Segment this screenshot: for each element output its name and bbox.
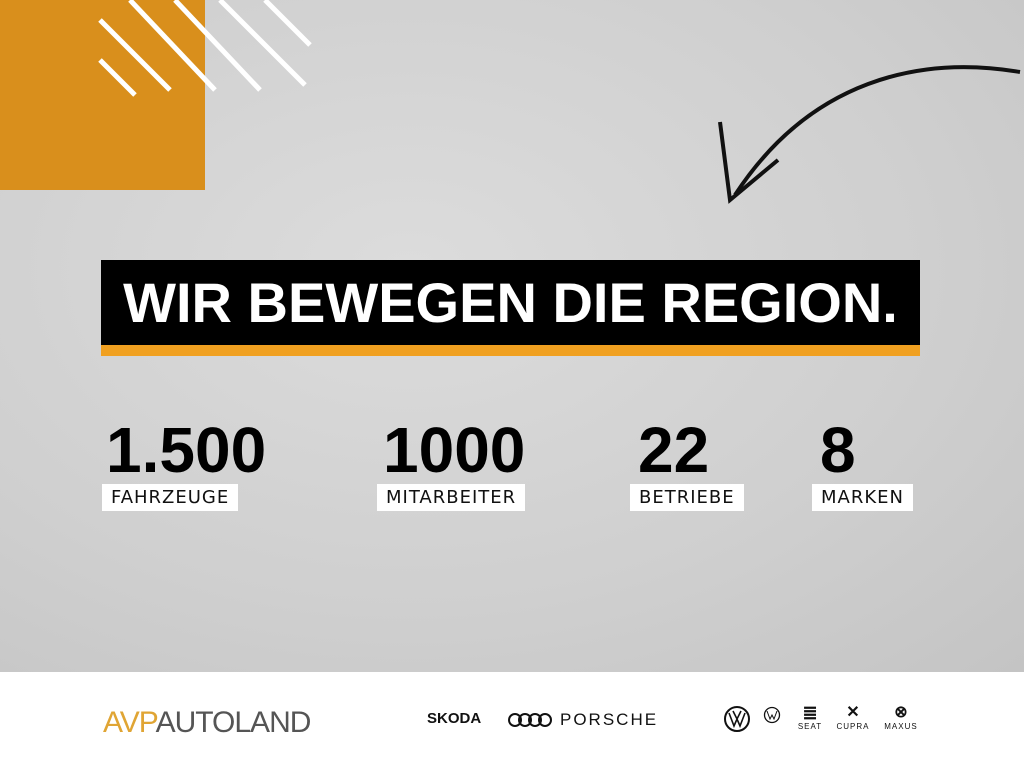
stat-branches: 22 BETRIEBE — [630, 414, 744, 511]
stat-label: BETRIEBE — [630, 484, 744, 511]
logo-part1: AVP — [103, 706, 157, 739]
maxus-logo: ⊗ MAXUS — [879, 704, 923, 731]
seat-logo: ≣ SEAT — [793, 704, 827, 731]
vw-commercial-logo-icon — [763, 706, 781, 724]
stat-value: 1.500 — [106, 414, 267, 486]
skoda-logo: SKODA — [427, 710, 482, 727]
cupra-logo: ✕ CUPRA — [833, 704, 873, 731]
headline-banner: WIR BEWEGEN DIE REGION. — [101, 260, 920, 345]
headline-underline — [101, 345, 920, 356]
cupra-icon: ✕ — [846, 704, 860, 721]
stat-label: FAHRZEUGE — [102, 484, 239, 511]
stat-value: 1000 — [383, 414, 526, 486]
stat-value: 22 — [638, 414, 710, 486]
cupra-label: CUPRA — [836, 722, 870, 731]
stat-label: MARKEN — [812, 484, 913, 511]
stat-value: 8 — [820, 414, 856, 486]
avp-autoland-logo: AVPAUTOLAND — [103, 706, 312, 740]
porsche-logo: PORSCHE — [560, 710, 659, 729]
curved-arrow-icon — [718, 65, 1021, 204]
stat-brands: 8 MARKEN — [812, 414, 913, 511]
stat-employees: 1000 MITARBEITER — [377, 414, 526, 511]
footer — [0, 672, 1024, 768]
audi-logo-icon — [508, 713, 552, 727]
logo-part2: AUTOLAND — [155, 706, 312, 739]
diagonal-stripes-decoration — [98, 0, 312, 97]
maxus-label: MAXUS — [884, 722, 918, 731]
stat-label: MITARBEITER — [377, 484, 526, 511]
orange-square-decoration — [0, 0, 205, 190]
stat-vehicles: 1.500 FAHRZEUGE — [102, 414, 267, 511]
maxus-icon: ⊗ — [894, 704, 908, 721]
vw-logo-icon — [724, 706, 750, 732]
seat-label: SEAT — [797, 722, 823, 731]
seat-icon: ≣ — [802, 703, 818, 723]
